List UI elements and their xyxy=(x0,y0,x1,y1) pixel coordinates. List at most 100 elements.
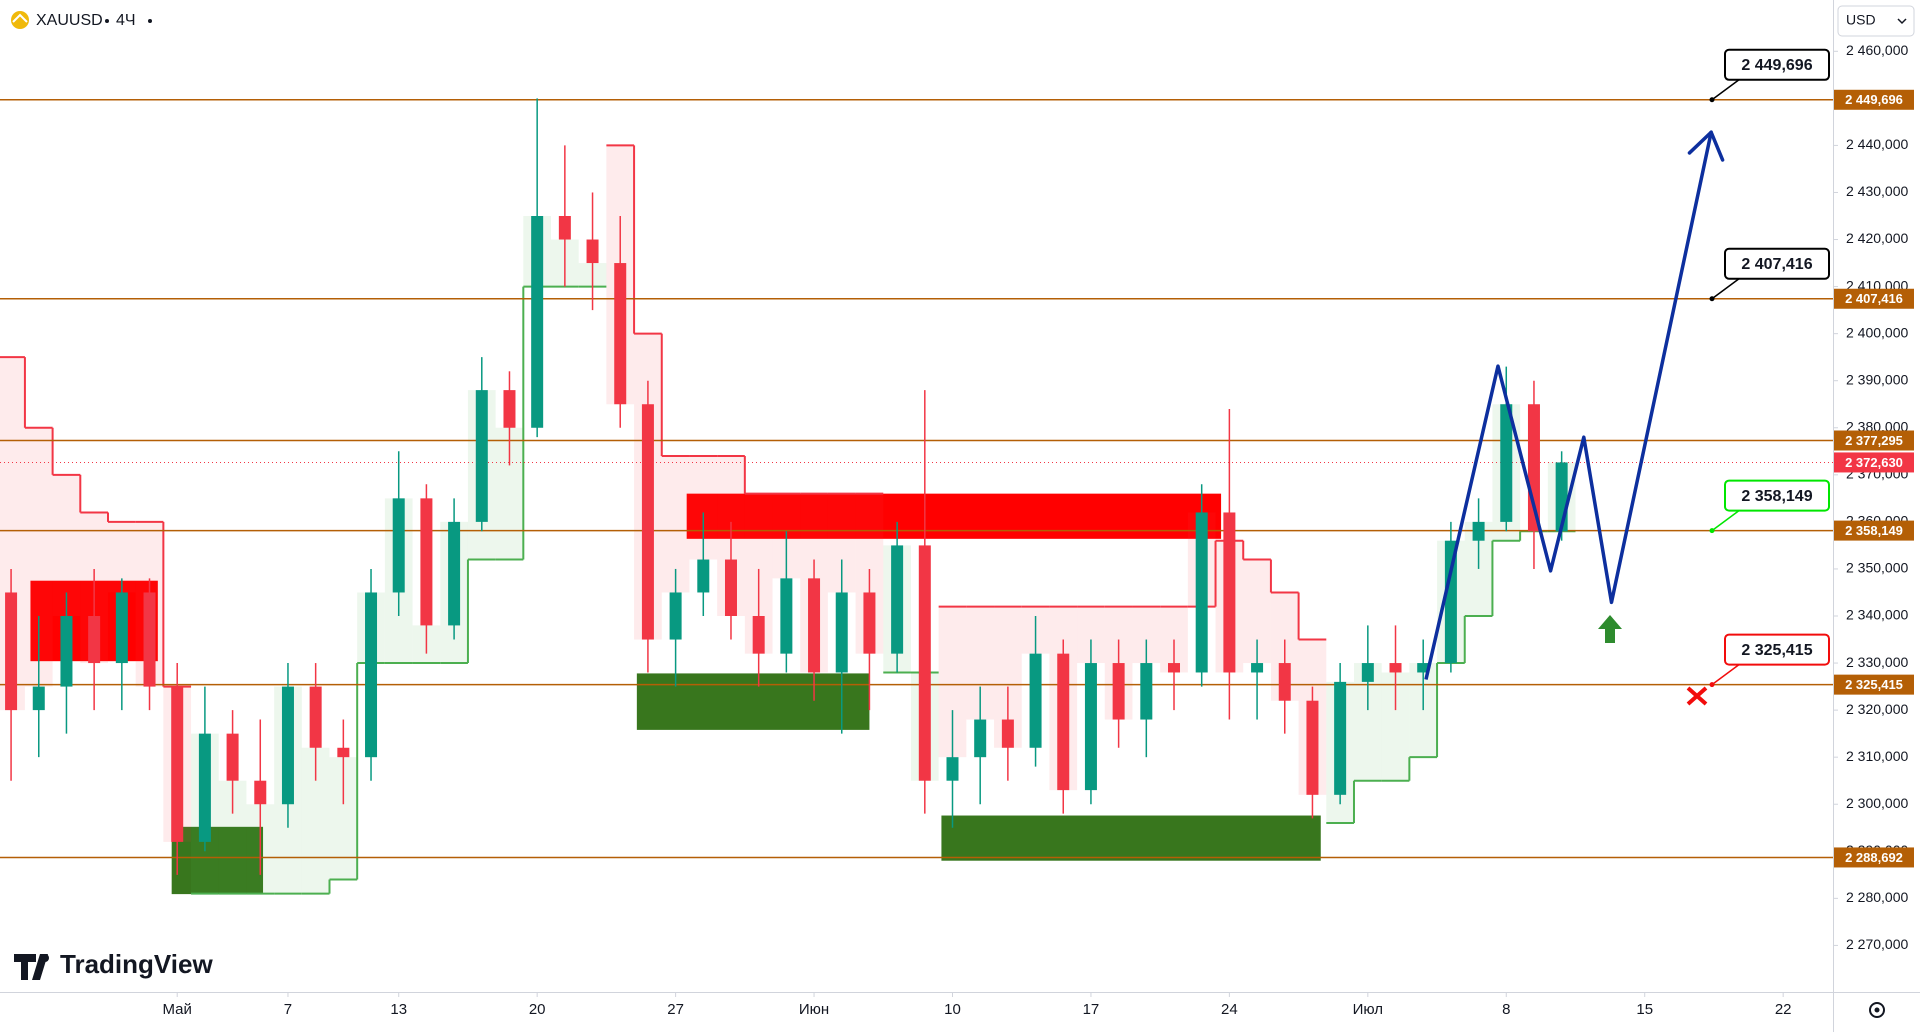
currency: USD xyxy=(1846,12,1876,28)
y-tick-label: 2 420,000 xyxy=(1846,230,1908,246)
candle-body xyxy=(309,686,322,748)
logo[interactable]: TradingView xyxy=(60,949,213,979)
callout-anchor xyxy=(1709,296,1715,302)
candle-body xyxy=(1444,540,1457,664)
candle-body xyxy=(337,747,350,758)
candle-body xyxy=(1334,681,1347,795)
x-tick-label: 10 xyxy=(944,1001,961,1018)
candle-body xyxy=(1029,653,1042,748)
level-label: 2 377,295 xyxy=(1845,433,1903,448)
candle-body xyxy=(226,733,239,781)
candle-body xyxy=(60,616,73,687)
candle-body xyxy=(780,578,793,654)
currency-button[interactable] xyxy=(1837,5,1915,37)
candle-body xyxy=(1084,663,1097,791)
candle-body xyxy=(1278,663,1291,701)
callout-pointer xyxy=(1711,509,1740,532)
x-tick-label: 22 xyxy=(1775,1001,1792,1018)
callout-pointer xyxy=(1711,278,1740,300)
candle-body xyxy=(1251,663,1264,673)
x-tick-label: 13 xyxy=(390,1001,407,1018)
candle-body xyxy=(641,404,654,640)
zone xyxy=(941,815,1321,861)
zone xyxy=(171,826,264,895)
y-tick-label: 2 270,000 xyxy=(1846,936,1908,952)
symbol-icon-glyph xyxy=(12,13,28,23)
level-label: 2 325,415 xyxy=(1845,677,1903,692)
x-tick-label: 20 xyxy=(529,1001,546,1018)
x-tick-label: Июл xyxy=(1353,1001,1383,1018)
level-label-box xyxy=(1834,288,1914,309)
callout-box xyxy=(1724,247,1830,280)
y-tick-label: 2 280,000 xyxy=(1846,889,1908,905)
y-tick-label: 2 350,000 xyxy=(1846,560,1908,576)
level-label-box xyxy=(1834,847,1914,868)
callout-box xyxy=(1724,633,1830,666)
y-tick-label: 2 380,000 xyxy=(1846,418,1908,434)
overlay: 2 449,696 2 449,696 2 407,416 2 407,416 2 37… xyxy=(1424,48,1914,868)
candle-body xyxy=(669,592,682,640)
dropdown-icon xyxy=(1897,18,1907,25)
candle-body xyxy=(1306,700,1319,795)
candle-body xyxy=(835,592,848,673)
y-tick-label: 2 460,000 xyxy=(1846,42,1908,58)
zone xyxy=(636,673,870,730)
candle-body xyxy=(171,686,184,842)
candle-body xyxy=(475,390,488,522)
candle-body xyxy=(1223,512,1236,673)
buy-arrow xyxy=(1598,615,1622,643)
y-tick-label: 2 310,000 xyxy=(1846,748,1908,764)
candle-body xyxy=(558,216,571,240)
candle-body xyxy=(808,578,821,673)
settings-icon[interactable] xyxy=(1869,1002,1885,1018)
candle-body xyxy=(1140,663,1153,720)
candle-body xyxy=(281,686,294,805)
symbol[interactable]: XAUUSD xyxy=(36,12,103,29)
candle-body xyxy=(503,390,516,428)
candle-body xyxy=(365,592,378,758)
x-tick-label: 24 xyxy=(1221,1001,1238,1018)
level-label: 2 407,416 xyxy=(1845,291,1903,306)
candle-body xyxy=(254,780,267,805)
candle-body xyxy=(1112,663,1125,720)
x-tick-label: 17 xyxy=(1083,1001,1100,1018)
candle-body xyxy=(752,616,765,654)
y-tick-label: 2 340,000 xyxy=(1846,607,1908,623)
symbol-icon xyxy=(11,11,29,29)
x-tick-label: 15 xyxy=(1636,1001,1653,1018)
y-tick-label: 2 400,000 xyxy=(1846,324,1908,340)
logo-mark xyxy=(14,954,48,980)
interval[interactable]: 4Ч xyxy=(116,12,136,29)
candle-body xyxy=(946,757,959,781)
candle-body xyxy=(1195,512,1208,673)
candle-body xyxy=(891,545,904,654)
candle-body xyxy=(531,216,544,428)
candle-body xyxy=(5,592,18,711)
stop-mark xyxy=(1686,686,1708,706)
y-tick-label: 2 390,000 xyxy=(1846,371,1908,387)
projection-arrowhead xyxy=(1687,130,1713,155)
callout-box xyxy=(1724,48,1830,81)
candle-body xyxy=(614,263,627,405)
callout-label: 2 449,696 xyxy=(1741,57,1812,74)
callout-pointer xyxy=(1711,79,1740,101)
candle-body xyxy=(918,545,931,781)
candle-body xyxy=(1472,521,1485,541)
x-tick-label: Май xyxy=(163,1001,192,1018)
y-tick-label: 2 440,000 xyxy=(1846,136,1908,152)
candle-body xyxy=(32,686,45,711)
x-tick-label: 8 xyxy=(1502,1001,1510,1018)
callout-label: 2 358,149 xyxy=(1741,488,1812,505)
level-label-box xyxy=(1834,520,1914,541)
callout-anchor xyxy=(1709,682,1715,688)
level-label-box xyxy=(1834,89,1914,110)
settings-icon-center xyxy=(1874,1007,1880,1013)
projection-arrowhead xyxy=(1709,130,1725,162)
candle-body xyxy=(1389,663,1402,673)
candle-body xyxy=(974,719,987,758)
current-price-box xyxy=(1834,452,1914,473)
logo-mark-dot xyxy=(41,954,49,962)
candle-body xyxy=(863,592,876,654)
y-tick-label: 2 430,000 xyxy=(1846,183,1908,199)
